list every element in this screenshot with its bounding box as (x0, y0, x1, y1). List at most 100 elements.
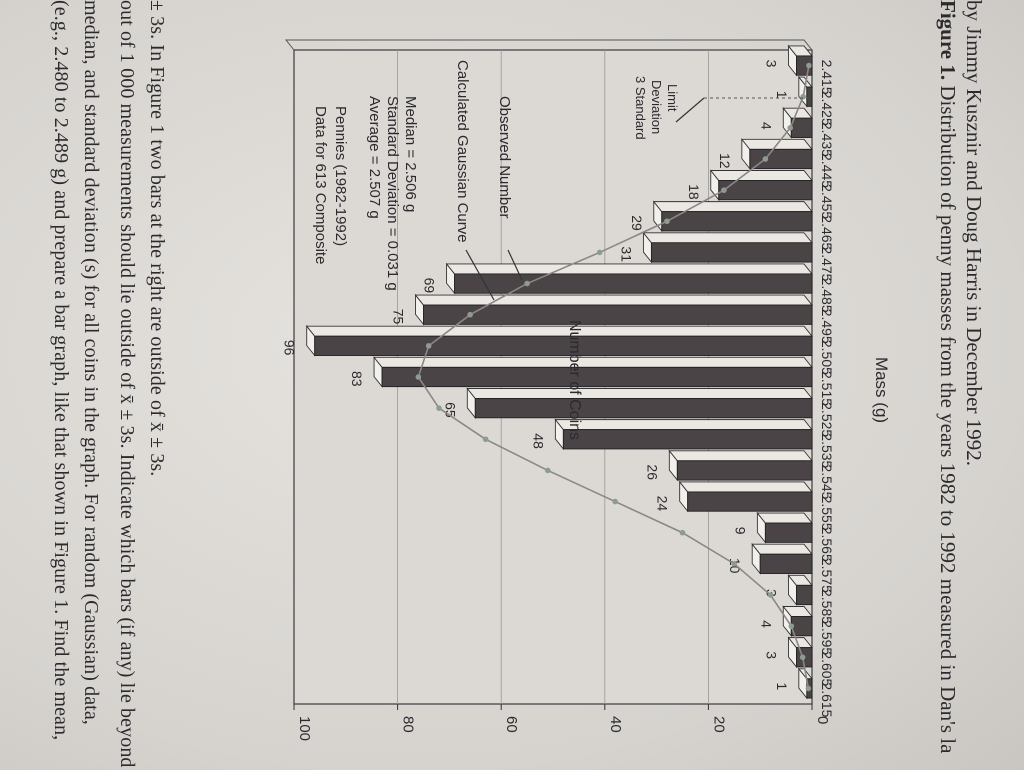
bar (650, 242, 813, 263)
gaussian-point (415, 374, 422, 380)
x-tick-label: 2.485 (819, 278, 835, 313)
figure-caption: Figure 1. Distribution of penny masses f… (930, 0, 1020, 770)
y-tick-label: 40 (607, 716, 624, 733)
bar (790, 117, 813, 138)
bar-value-label: 48 (530, 433, 546, 449)
bar-top (414, 294, 813, 306)
x-tick-label: 2.515 (819, 371, 835, 406)
bar (749, 148, 813, 170)
bar (806, 86, 813, 107)
bar-value-label: 24 (655, 496, 671, 512)
y-tick-label: 80 (400, 716, 417, 733)
gaussian-point (787, 125, 794, 131)
bar-top (554, 419, 813, 431)
median-note: Median = 2.506 g (402, 96, 419, 212)
caption-line-1: Figure 1. Distribution of penny masses f… (935, 0, 960, 753)
bar-value-label: 4 (758, 122, 774, 130)
std-dev-note: Standard Deviation = 0.031 g (384, 96, 401, 291)
axis-ticks: 0 20 40 60 80 100 Number of Coins Mass (g) 2.415… (293, 60, 891, 741)
gaussian-point (612, 498, 618, 505)
bar-value-label: 12 (717, 153, 733, 169)
average-note: Average = 2.507 g (366, 96, 383, 219)
x-tick-label: 2.415 (819, 60, 835, 95)
gaussian-point (731, 561, 738, 567)
gaussian-point (800, 93, 806, 100)
y-tick-label: 20 (710, 716, 727, 733)
caption-line-2: by Jimmy Kusznir and Doug Harris in Dece… (962, 0, 986, 466)
gaussian-point (596, 249, 603, 256)
gaussian-point (436, 405, 442, 411)
gaussian-point (767, 592, 774, 598)
x-tick-label: 2.445 (819, 153, 835, 188)
bar (562, 429, 813, 450)
limit-pointer (675, 97, 705, 123)
bar-value-label: 65 (442, 402, 458, 418)
x-tick-label: 2.565 (819, 527, 835, 562)
gaussian-pointer (465, 249, 495, 301)
bar (764, 522, 813, 543)
x-axis-label: Mass (g) (872, 357, 891, 423)
bar-value-label: 31 (618, 246, 634, 262)
x-tick-label: 2.505 (819, 340, 835, 375)
chart-annotations: Data for 613 Composite Pennies (1982-1992… (312, 60, 808, 301)
x-tick-label: 2.535 (819, 433, 835, 468)
gaussian-point (545, 467, 551, 474)
x-tick-label: 2.605 (819, 651, 835, 686)
bar-top (668, 450, 813, 462)
bar (454, 273, 813, 294)
bar-value-label: 96 (282, 340, 298, 356)
bar-top (756, 512, 813, 524)
bar-value-label: 1 (774, 91, 790, 99)
bar-value-label: 69 (422, 278, 438, 294)
plot-depth-edge (284, 39, 813, 51)
observed-pointer (507, 249, 523, 281)
bar-series-observed: 3141218293169759683654826249103431 (282, 44, 813, 700)
y-tick-label: 100 (296, 716, 313, 741)
x-tick-label: 2.435 (819, 122, 835, 157)
y-tick-label: 0 (814, 716, 831, 724)
bar-top (751, 543, 813, 555)
limit-label-1: 3 Standard (633, 76, 648, 140)
bar-value-label: 3 (763, 60, 779, 68)
caption-line-1-text: Distribution of penny masses from the ye… (936, 80, 960, 754)
y-tick-label: 60 (503, 716, 520, 733)
bar-top (709, 170, 813, 181)
bar-value-label: 83 (349, 371, 365, 387)
gaussian-point (799, 654, 806, 661)
x-tick-label: 2.525 (819, 402, 835, 437)
x-tick-label: 2.545 (819, 464, 835, 499)
caption-label: Figure 1. (936, 0, 960, 81)
x-tick-label: 2.455 (819, 184, 835, 219)
bar-value-label: 9 (732, 527, 748, 535)
bar (314, 335, 813, 356)
gaussian-curve (415, 62, 812, 692)
gaussian-point (762, 156, 769, 162)
bar (474, 398, 813, 419)
bar (796, 584, 813, 606)
bar-value-label: 18 (686, 184, 702, 200)
x-tick-label: 2.475 (819, 246, 835, 281)
bar-top (642, 232, 813, 244)
x-tick-label: 2.425 (819, 91, 835, 126)
bar (423, 304, 813, 325)
bar-top (466, 388, 813, 399)
data-title-line-1: Data for 613 Composite (312, 106, 329, 264)
bar-value-label: 26 (644, 464, 660, 480)
x-tick-label: 2.585 (819, 589, 835, 624)
x-tick-label: 2.575 (819, 558, 835, 593)
bar-value-label: 29 (629, 215, 645, 231)
bar-top (305, 325, 813, 337)
gaussian-point (721, 187, 727, 193)
gaussian-point (806, 62, 812, 69)
data-title-line-2: Pennies (1982-1992) (332, 106, 349, 246)
bar (661, 211, 813, 232)
x-tick-label: 2.465 (819, 215, 835, 250)
gaussian-point (679, 529, 686, 536)
gaussian-point (788, 623, 795, 629)
bar-value-label: 4 (758, 620, 774, 628)
x-tick-label: 2.615 (819, 682, 835, 717)
bar-value-label: 1 (774, 682, 790, 690)
gaussian-point (425, 343, 432, 349)
limit-label-2: Deviation (649, 80, 664, 134)
